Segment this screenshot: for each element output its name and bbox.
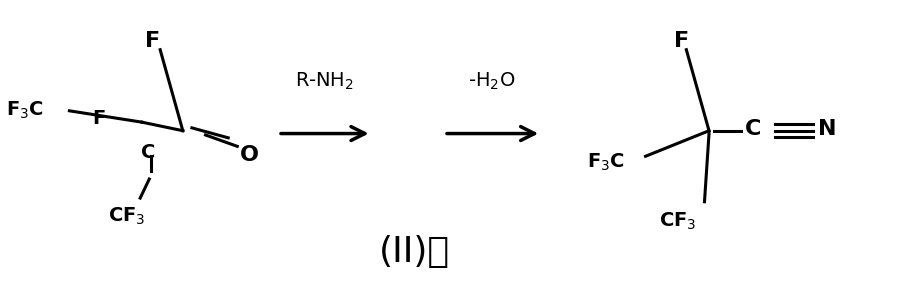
Text: C: C: [141, 143, 156, 162]
Text: F: F: [93, 109, 106, 128]
Text: F: F: [146, 31, 160, 51]
Text: N: N: [818, 119, 836, 139]
Text: CF$_3$: CF$_3$: [659, 211, 696, 232]
Text: F: F: [674, 31, 690, 51]
Text: R-NH$_2$: R-NH$_2$: [295, 70, 354, 92]
Text: (II)。: (II)。: [379, 234, 450, 269]
Text: CF$_3$: CF$_3$: [108, 205, 146, 227]
Text: F$_3$C: F$_3$C: [587, 151, 624, 172]
Text: F$_3$C: F$_3$C: [6, 100, 44, 121]
Text: C: C: [745, 119, 762, 139]
Text: -H$_2$O: -H$_2$O: [468, 70, 515, 92]
Text: O: O: [240, 145, 259, 165]
